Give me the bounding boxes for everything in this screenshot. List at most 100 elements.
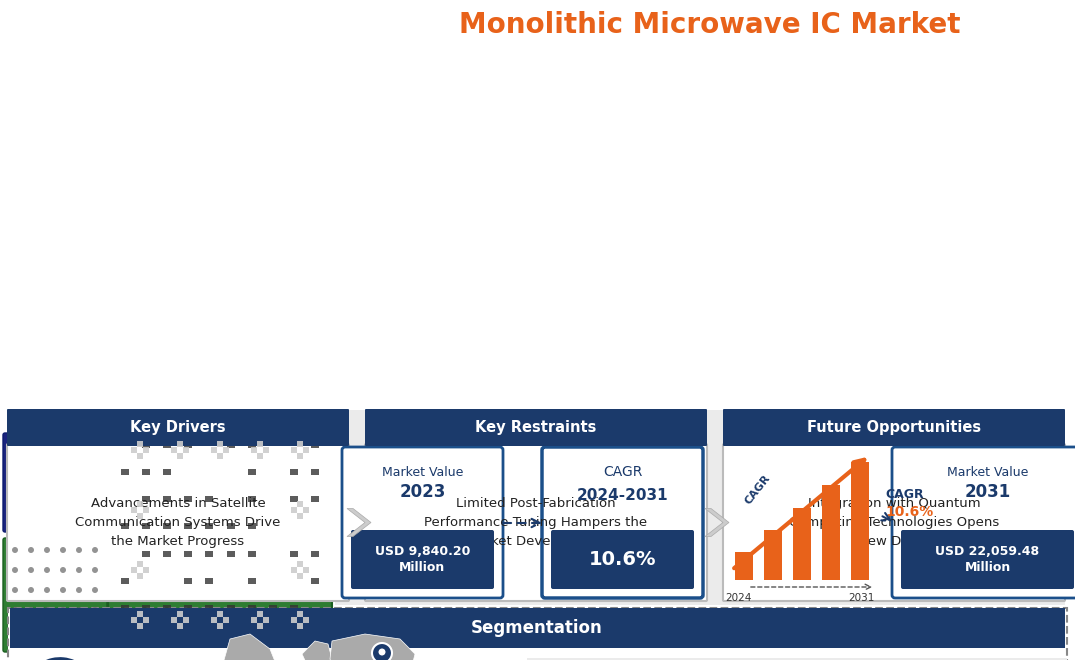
Circle shape — [44, 607, 51, 613]
Circle shape — [92, 547, 98, 553]
Bar — [227, 550, 234, 556]
Bar — [792, 508, 811, 580]
Bar — [303, 617, 309, 623]
Polygon shape — [330, 634, 415, 660]
Bar — [311, 496, 319, 502]
Text: 2024: 2024 — [725, 593, 751, 603]
Bar — [211, 617, 217, 623]
Bar — [257, 453, 263, 459]
Bar — [217, 441, 223, 447]
FancyBboxPatch shape — [335, 410, 1065, 605]
Polygon shape — [302, 641, 332, 660]
Circle shape — [31, 471, 37, 476]
FancyBboxPatch shape — [8, 409, 349, 446]
Bar — [735, 552, 752, 580]
Bar — [311, 442, 319, 448]
Circle shape — [372, 643, 392, 660]
Circle shape — [44, 587, 51, 593]
Circle shape — [51, 447, 55, 453]
Bar — [291, 617, 297, 623]
Bar — [142, 632, 150, 638]
Bar — [184, 469, 192, 475]
Bar — [247, 632, 256, 638]
FancyBboxPatch shape — [8, 608, 1067, 660]
Text: 2024-2031: 2024-2031 — [576, 488, 669, 502]
Text: Key Restraints: Key Restraints — [475, 420, 597, 435]
Bar — [143, 617, 149, 623]
Circle shape — [69, 447, 74, 453]
Bar — [137, 453, 143, 459]
Circle shape — [60, 607, 66, 613]
Bar — [131, 507, 137, 513]
Bar — [311, 605, 319, 611]
Bar — [227, 605, 234, 611]
Bar — [121, 578, 129, 583]
Text: CAGR: CAGR — [603, 465, 642, 479]
Bar — [227, 632, 234, 638]
Circle shape — [51, 517, 55, 523]
Circle shape — [60, 627, 66, 633]
FancyBboxPatch shape — [551, 530, 694, 589]
Bar — [227, 578, 234, 583]
Circle shape — [92, 607, 98, 613]
Text: Market Value: Market Value — [382, 465, 463, 478]
Bar — [163, 496, 171, 502]
Bar — [247, 469, 256, 475]
Text: Limited Post-Fabrication
Performance Tuning Hampers the
Market Development: Limited Post-Fabrication Performance Tun… — [425, 497, 647, 548]
Text: 10.6%: 10.6% — [885, 505, 933, 519]
Bar — [297, 561, 303, 567]
Text: CAGR: CAGR — [885, 488, 923, 502]
Bar — [291, 447, 297, 453]
Circle shape — [31, 517, 37, 523]
Circle shape — [60, 547, 66, 553]
Bar — [137, 561, 143, 567]
Circle shape — [13, 447, 17, 453]
Circle shape — [13, 517, 17, 523]
Bar — [205, 605, 214, 611]
Circle shape — [31, 494, 37, 499]
Polygon shape — [220, 634, 280, 660]
Bar — [297, 513, 303, 519]
Bar — [131, 617, 137, 623]
Bar — [291, 567, 297, 573]
Bar — [137, 611, 143, 617]
Circle shape — [28, 587, 34, 593]
Bar — [131, 567, 137, 573]
Bar — [297, 611, 303, 617]
Polygon shape — [705, 508, 729, 537]
Bar — [163, 605, 171, 611]
Bar — [131, 447, 137, 453]
Bar — [290, 578, 298, 583]
Text: Key Drivers: Key Drivers — [130, 420, 226, 435]
Polygon shape — [375, 657, 389, 660]
Bar — [183, 617, 189, 623]
Bar — [177, 453, 183, 459]
Bar — [311, 578, 319, 583]
Bar — [137, 513, 143, 519]
Bar — [764, 530, 782, 580]
Bar — [303, 567, 309, 573]
Circle shape — [28, 567, 34, 573]
Circle shape — [76, 587, 82, 593]
Circle shape — [378, 649, 386, 655]
Circle shape — [87, 447, 92, 453]
Text: Market Value: Market Value — [947, 465, 1028, 478]
Bar — [263, 617, 269, 623]
Circle shape — [12, 547, 18, 553]
Bar — [163, 578, 171, 583]
Circle shape — [12, 567, 18, 573]
FancyBboxPatch shape — [3, 433, 102, 532]
FancyBboxPatch shape — [342, 447, 503, 598]
Circle shape — [13, 494, 17, 499]
Circle shape — [44, 547, 51, 553]
Bar — [227, 442, 234, 448]
Circle shape — [28, 607, 34, 613]
Bar — [137, 441, 143, 447]
Circle shape — [76, 547, 82, 553]
Text: 2031: 2031 — [964, 483, 1010, 501]
Bar — [263, 447, 269, 453]
FancyBboxPatch shape — [366, 409, 707, 446]
Circle shape — [76, 567, 82, 573]
Circle shape — [44, 567, 51, 573]
Bar — [177, 611, 183, 617]
